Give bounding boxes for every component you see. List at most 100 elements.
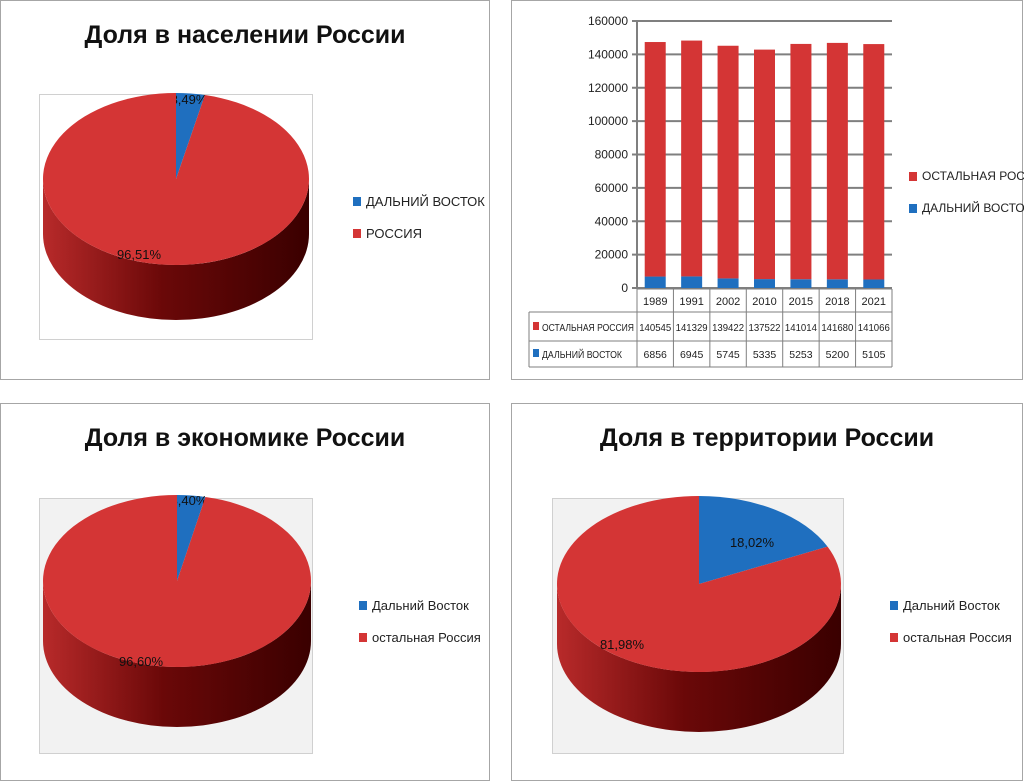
legend-label: ДАЛЬНИЙ ВОСТОК [922,201,1024,215]
table-cell: 5105 [862,349,886,361]
table-cell: 139422 [712,322,744,334]
table-header-cell: 2021 [862,296,886,308]
pie-slice [43,93,310,265]
table-header-cell: 2002 [716,296,740,308]
data-label: 96,51% [117,247,162,262]
y-tick-label: 140000 [588,47,628,61]
legend-item: ОСТАЛЬНАЯ РОССИЯ [909,168,1024,184]
table-header-cell: 1991 [679,296,703,308]
legend-swatch [909,171,917,181]
table-cell: 6945 [680,349,704,361]
legend: Дальний Восток остальная Россия [890,597,1012,661]
legend-label: ДАЛЬНИЙ ВОСТОК [366,193,485,209]
bar-segment-rest-of-russia [826,42,848,280]
legend-item: ДАЛЬНИЙ ВОСТОК [353,193,485,209]
legend-swatch [353,228,361,238]
economy-panel: Доля в экономике России 3,40% 96,60% Даль… [0,403,490,781]
y-tick-label: 80000 [595,148,629,162]
data-label: 81,98% [600,637,645,652]
table-cell: 141066 [858,322,890,334]
legend-item: Дальний Восток [359,597,481,613]
bar-segment-rest-of-russia [754,49,775,280]
legend-swatch [890,600,898,610]
bar-segment-far-east [754,279,775,288]
y-tick-label: 40000 [595,214,629,228]
data-label: 3,40% [171,493,208,508]
legend-label: остальная Россия [372,629,481,645]
legend-swatch [890,632,898,642]
table-header-cell: 2018 [825,296,849,308]
bar-segment-rest-of-russia [681,40,703,277]
territory-panel: Доля в территории России 18,02% 81,98% Да… [511,403,1023,781]
pie-slice [699,496,828,584]
bar-segment-far-east [681,276,703,288]
table-header-cell: 1989 [643,296,667,308]
bar-segment-rest-of-russia [717,45,739,279]
legend-item: остальная Россия [890,629,1012,645]
legend-item: Дальний Восток [890,597,1012,613]
chart-title: Доля в населении России [84,21,406,49]
pie-side [43,179,309,320]
pie-slice [177,495,206,581]
legend-swatch [353,196,361,206]
chart-title: Доля в территории России [599,424,935,452]
legend-label: Дальний Восток [903,597,1000,613]
legend-label: Дальний Восток [372,597,469,613]
table-cell: 6856 [644,349,668,361]
bar-segment-rest-of-russia [644,42,666,277]
population-panel: Доля в населении России 3,49% 96,51% ДАЛЬ… [0,0,490,380]
legend-item: РОССИЯ [353,225,485,241]
table-cell: 5253 [789,349,813,361]
pie-side [43,581,311,727]
legend: Дальний Восток остальная Россия [359,597,481,661]
y-tick-label: 60000 [595,181,629,195]
legend-label: ОСТАЛЬНАЯ РОССИЯ [922,169,1024,183]
bar-panel: 0 20000 40000 60000 80000 100000 120000 140000 1… [511,0,1024,380]
data-label: 96,60% [119,654,164,669]
table-cell: 141680 [821,322,853,334]
pie-side [557,584,841,732]
legend-label: остальная Россия [903,629,1012,645]
bar-segment-far-east [863,279,885,288]
table-legend-key [533,349,539,357]
legend-label: РОССИЯ [366,225,423,241]
table-header-cell: 2010 [752,296,776,308]
y-tick-label: 160000 [588,14,628,28]
table-row-label: ДАЛЬНИЙ ВОСТОК [542,348,622,361]
legend-swatch [909,203,917,213]
legend-swatch [359,632,367,642]
data-label: 3,49% [171,92,208,107]
bar-segment-far-east [717,278,739,288]
pie-chart: 3,49% 96,51% [43,92,310,320]
bar-segment-far-east [826,279,848,288]
table-row-label: ОСТАЛЬНАЯ РОССИЯ [542,323,634,334]
y-tick-label: 100000 [588,114,628,128]
y-tick-label: 20000 [595,248,629,262]
bar-segment-rest-of-russia [790,43,812,280]
y-tick-label: 0 [621,281,628,295]
pie-slice [176,93,205,179]
table-cell: 141329 [676,322,708,334]
bar-segment-rest-of-russia [863,44,885,280]
table-legend-key [533,322,539,330]
legend: ОСТАЛЬНАЯ РОССИЯ ДАЛЬНИЙ ВОСТОК [909,168,1024,232]
pie-chart: 3,40% 96,60% [43,493,312,727]
table-cell: 5200 [826,349,850,361]
legend-item: ДАЛЬНИЙ ВОСТОК [909,200,1024,216]
table-header-cell: 2015 [789,296,813,308]
table-cell: 137522 [749,322,781,334]
table-cell: 5745 [716,349,740,361]
pie-chart: 18,02% 81,98% [556,496,841,732]
table-cell: 140545 [639,322,671,334]
legend-item: остальная Россия [359,629,481,645]
stacked-bar-chart: 0 20000 40000 60000 80000 100000 120000 140000 1… [528,14,893,368]
legend: ДАЛЬНИЙ ВОСТОК РОССИЯ [353,193,485,257]
pie-slice [556,496,841,672]
table-cell: 141014 [785,322,817,334]
chart-title: Доля в экономике России [84,424,406,452]
bar-segment-far-east [790,279,812,288]
y-tick-label: 120000 [588,81,628,95]
pie-slice [43,495,312,667]
data-label: 18,02% [730,535,775,550]
